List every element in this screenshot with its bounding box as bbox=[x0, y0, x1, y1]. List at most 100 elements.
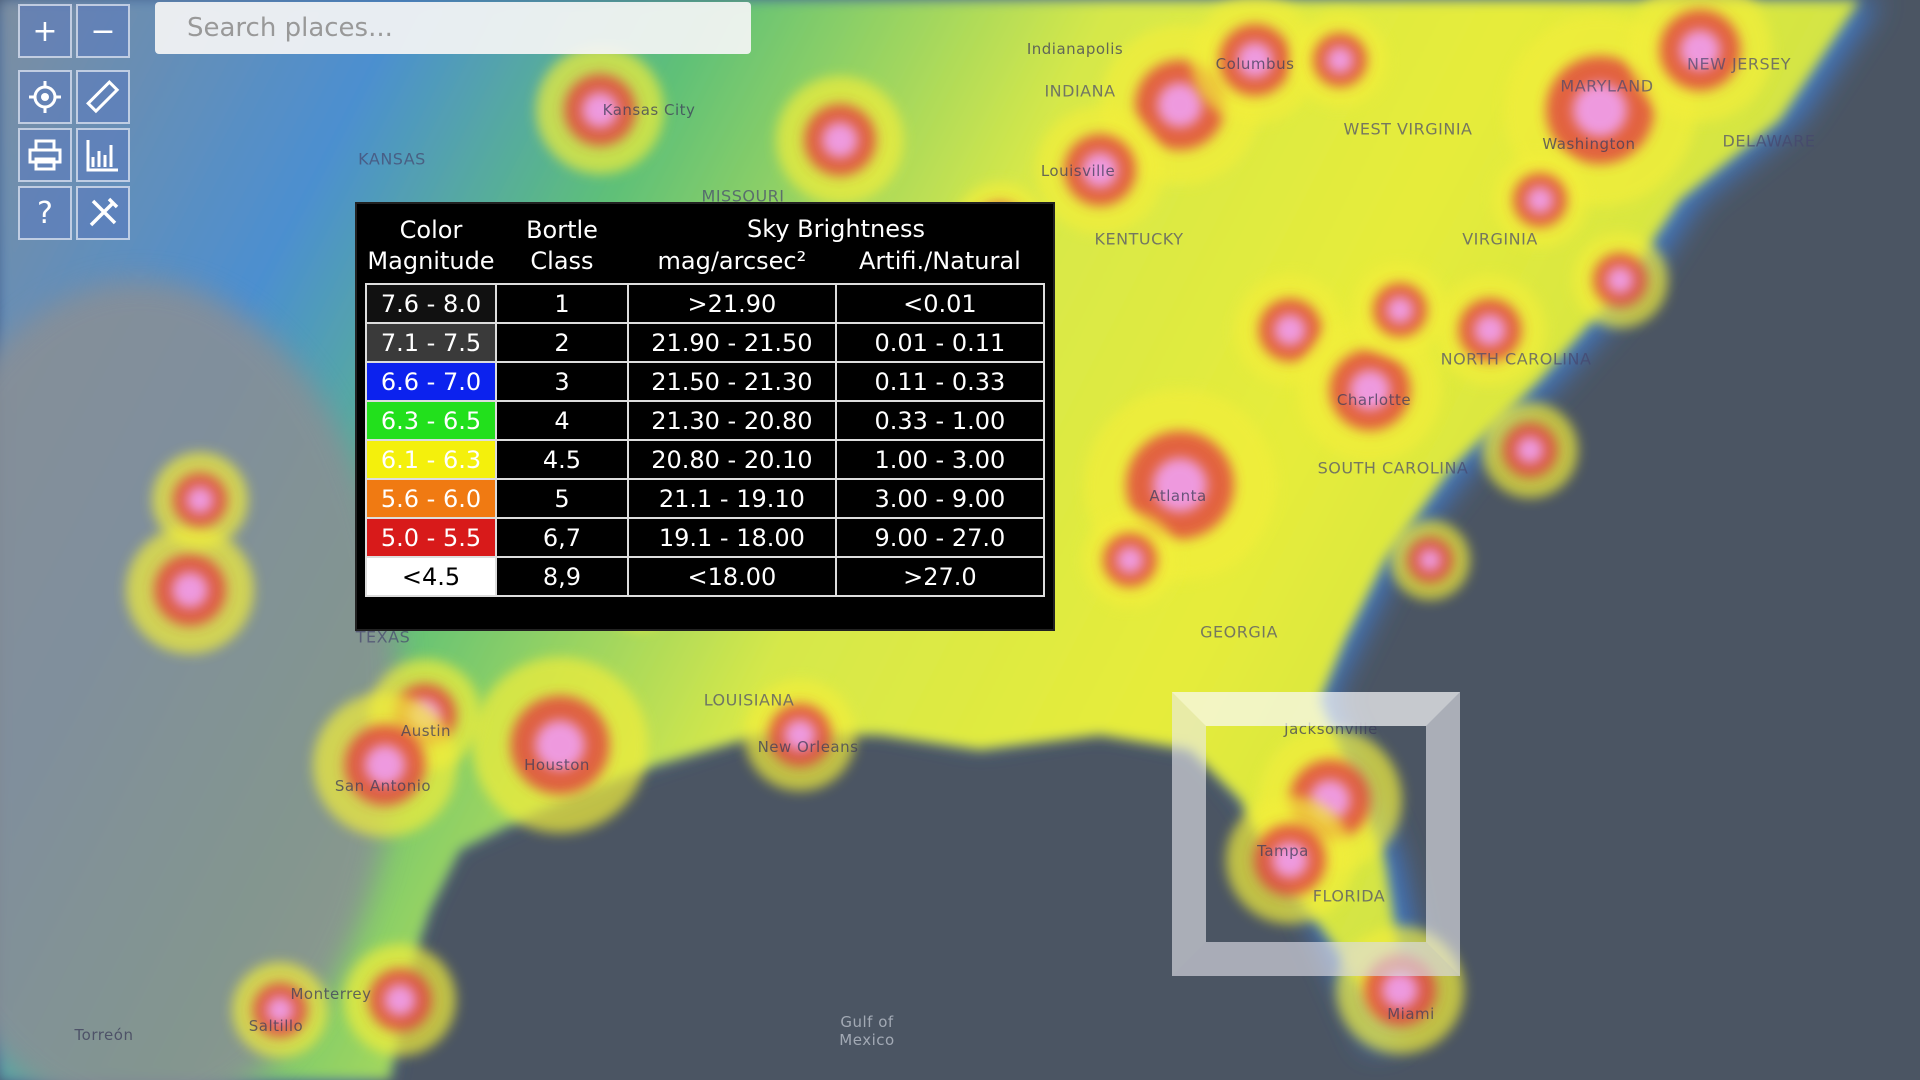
city-glow bbox=[1386, 296, 1414, 324]
legend-row: 6.3 - 6.5 4 21.30 - 20.80 0.33 - 1.00 bbox=[365, 400, 1046, 441]
map-label: Atlanta bbox=[1149, 487, 1207, 505]
legend-cell: <18.00 bbox=[627, 556, 837, 597]
color-swatch-cell: 6.3 - 6.5 bbox=[365, 400, 497, 441]
print-button[interactable] bbox=[18, 128, 72, 182]
map-label: MARYLAND bbox=[1560, 76, 1654, 96]
header-text: Magnitude bbox=[367, 247, 495, 275]
tools-icon bbox=[89, 197, 119, 227]
map-label: NORTH CAROLINA bbox=[1440, 349, 1592, 369]
legend-cell: 19.1 - 18.00 bbox=[627, 517, 837, 558]
map-label: TEXAS bbox=[355, 627, 411, 647]
dark-region bbox=[0, 280, 400, 1080]
map-label: Tampa bbox=[1257, 842, 1309, 860]
zoom-out-button[interactable]: − bbox=[76, 4, 130, 58]
map-label: Columbus bbox=[1215, 55, 1295, 73]
map-label: LOUISIANA bbox=[703, 690, 795, 710]
map-label: Austin bbox=[400, 722, 452, 740]
city-glow bbox=[1237, 42, 1273, 78]
legend-cell: 2 bbox=[495, 322, 629, 363]
color-swatch-cell: 7.1 - 7.5 bbox=[365, 322, 497, 363]
city-glow bbox=[1679, 29, 1721, 71]
city-glow bbox=[1326, 46, 1354, 74]
legend-cell: <0.01 bbox=[834, 283, 1046, 324]
tools-button[interactable] bbox=[76, 186, 130, 240]
city-glow bbox=[1349, 369, 1391, 411]
legend-cell: 1.00 - 3.00 bbox=[834, 439, 1046, 480]
city-glow bbox=[1157, 82, 1203, 128]
city-glow bbox=[822, 122, 858, 158]
color-swatch-cell: <4.5 bbox=[365, 556, 497, 597]
search-input[interactable]: Search places... bbox=[155, 2, 751, 54]
legend-cell: >21.90 bbox=[627, 283, 837, 324]
city-glow bbox=[1516, 436, 1544, 464]
city-glow bbox=[266, 996, 294, 1024]
city-glow bbox=[1272, 842, 1308, 878]
city-glow bbox=[1474, 314, 1506, 346]
map-label: Torreón bbox=[74, 1026, 134, 1044]
legend-cell: 3 bbox=[495, 361, 629, 402]
city-glow bbox=[1116, 546, 1144, 574]
city-glow bbox=[535, 720, 585, 770]
city-glow bbox=[364, 744, 406, 786]
map-label: Indianapolis bbox=[1026, 40, 1124, 58]
legend-cell: 0.01 - 0.11 bbox=[834, 322, 1046, 363]
ruler-icon bbox=[86, 80, 120, 114]
map-label: DELAWARE bbox=[1722, 131, 1816, 151]
map-label: NEW JERSEY bbox=[1687, 54, 1791, 74]
map-label: KANSAS bbox=[358, 149, 426, 169]
map-label: New Orleans bbox=[757, 738, 859, 756]
zoom-in-button[interactable]: + bbox=[18, 4, 72, 58]
city-glow bbox=[1573, 83, 1627, 137]
map-label: SOUTH CAROLINA bbox=[1317, 458, 1469, 478]
legend-cell: 20.80 - 20.10 bbox=[627, 439, 837, 480]
print-icon bbox=[28, 139, 62, 171]
header-cell: Sky Brightness bbox=[747, 215, 925, 244]
legend-cell: 0.33 - 1.00 bbox=[834, 400, 1046, 441]
map-label: Monterrey bbox=[290, 985, 372, 1003]
map-label: GEORGIA bbox=[1200, 622, 1278, 642]
legend-cell: 21.1 - 19.10 bbox=[627, 478, 837, 519]
legend-cell: 8,9 bbox=[495, 556, 629, 597]
header-text: Color bbox=[399, 216, 463, 244]
legend-cell: >27.0 bbox=[834, 556, 1046, 597]
legend-rows: 7.6 - 8.0 1 >21.90 <0.01 7.1 - 7.5 2 21.90 - 2… bbox=[365, 283, 1046, 597]
city-glow bbox=[1526, 186, 1554, 214]
map-label: Washington bbox=[1542, 135, 1636, 153]
map-label: Saltillo bbox=[248, 1017, 304, 1035]
color-swatch-cell: 5.0 - 5.5 bbox=[365, 517, 497, 558]
map-label: Kansas City bbox=[602, 101, 696, 119]
city-glow bbox=[1153, 458, 1207, 512]
header-text: Class bbox=[530, 247, 594, 275]
color-swatch-cell: 6.1 - 6.3 bbox=[365, 439, 497, 480]
map-label: San Antonio bbox=[334, 777, 432, 795]
map-label: INDIANA bbox=[1044, 81, 1116, 101]
color-swatch-cell: 6.6 - 7.0 bbox=[365, 361, 497, 402]
chart-button[interactable] bbox=[76, 128, 130, 182]
legend-cell: 21.50 - 21.30 bbox=[627, 361, 837, 402]
header-cell: mag/arcsec² bbox=[657, 246, 807, 275]
legend-cell: 21.90 - 21.50 bbox=[627, 322, 837, 363]
map-label: MISSOURI bbox=[701, 186, 785, 206]
city-glow bbox=[186, 486, 214, 514]
locate-icon bbox=[29, 81, 61, 113]
color-swatch-cell: 7.6 - 8.0 bbox=[365, 283, 497, 324]
map-label: Charlotte bbox=[1336, 391, 1412, 409]
locate-button[interactable] bbox=[18, 70, 72, 124]
city-glow bbox=[784, 719, 816, 751]
legend-cell: 21.30 - 20.80 bbox=[627, 400, 837, 441]
legend-cell: 0.11 - 0.33 bbox=[834, 361, 1046, 402]
map-label: Louisville bbox=[1040, 162, 1116, 180]
legend-table: Color Magnitude Bortle Class Sky Brightnes… bbox=[355, 202, 1055, 631]
measure-button[interactable] bbox=[76, 70, 130, 124]
city-glow bbox=[1082, 152, 1118, 188]
legend-row: <4.5 8,9 <18.00 >27.0 bbox=[365, 556, 1046, 597]
legend-row: 6.6 - 7.0 3 21.50 - 21.30 0.11 - 0.33 bbox=[365, 361, 1046, 402]
map-label: FLORIDA bbox=[1312, 886, 1386, 906]
legend-row: 7.6 - 8.0 1 >21.90 <0.01 bbox=[365, 283, 1046, 324]
legend-cell: 4.5 bbox=[495, 439, 629, 480]
city-glow bbox=[1606, 266, 1634, 294]
map-label: VIRGINIA bbox=[1462, 229, 1538, 249]
legend-row: 5.6 - 6.0 5 21.1 - 19.10 3.00 - 9.00 bbox=[365, 478, 1046, 519]
help-button[interactable]: ? bbox=[18, 186, 72, 240]
